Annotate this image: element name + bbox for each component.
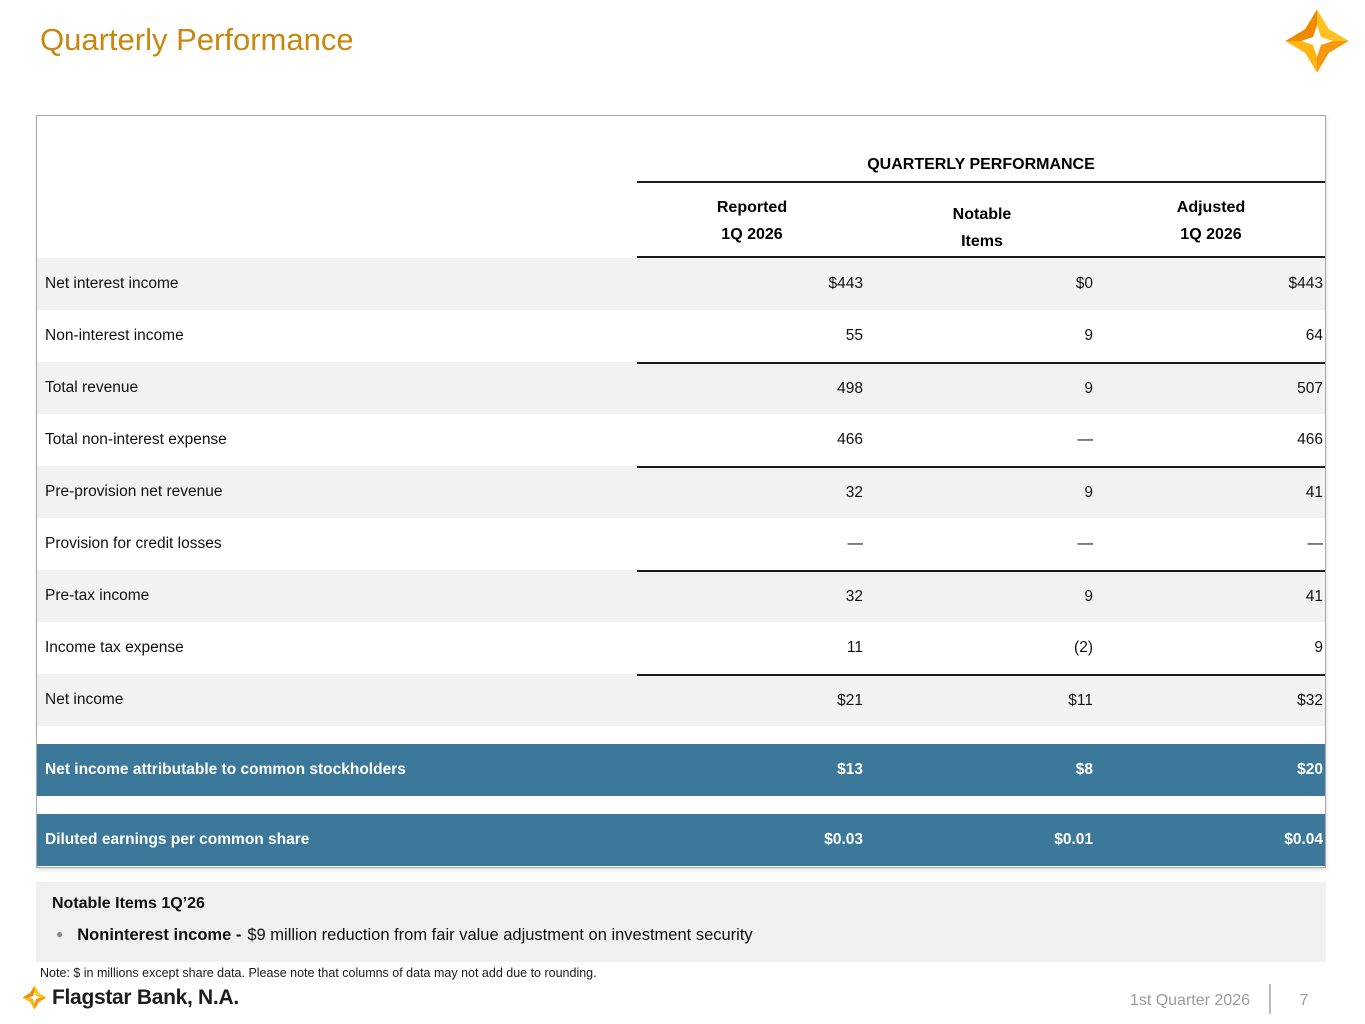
notable-value: 9 [867, 362, 1097, 414]
reported-value: 498 [637, 362, 867, 414]
notable-value: $0 [1075, 275, 1093, 292]
bullet-bold-text: Noninterest income - [77, 926, 242, 944]
table-row: Provision for credit losses — — — [37, 518, 1325, 570]
adjusted-value: $0.04 [1284, 831, 1323, 848]
notable-items-box: Notable Items 1Q’26 ● Noninterest income… [36, 882, 1326, 962]
adjusted-value: 41 [1097, 466, 1325, 518]
brand-name: Flagstar Bank, N.A. [52, 985, 239, 1009]
table-row: Pre-tax income 32 9 41 [37, 570, 1325, 622]
row-label: Pre-tax income [45, 587, 150, 604]
bullet-text: $9 million reduction from fair value adj… [247, 926, 753, 944]
table-row: Net interest income $443 $0 $443 [37, 258, 1325, 310]
reported-value: 11 [846, 639, 863, 656]
reported-value: — [847, 535, 864, 552]
notable-value: $8 [1075, 761, 1093, 778]
adjusted-value: $32 [1097, 674, 1325, 726]
adjusted-value: $443 [1288, 275, 1323, 292]
reported-value: $13 [837, 761, 863, 778]
column-headers: Reported 1Q 2026 Notable Items Adjusted … [637, 183, 1325, 258]
page-title: Quarterly Performance [40, 22, 354, 57]
highlight-row-diluted-eps: Diluted earnings per common share $0.03 … [37, 814, 1325, 866]
notable-value: 9 [867, 466, 1097, 518]
table-row: Non-interest income 55 9 64 [37, 310, 1325, 362]
reported-value: $443 [828, 275, 863, 292]
notable-value: (2) [1074, 639, 1093, 656]
notable-items-heading: Notable Items 1Q’26 [52, 895, 205, 912]
table-row: Total non-interest expense 466 — 466 [37, 414, 1325, 466]
bullet-icon: ● [56, 927, 64, 941]
footer-brand: Flagstar Bank, N.A. [22, 985, 239, 1010]
reported-value: 466 [837, 431, 863, 448]
notable-value: $11 [867, 674, 1097, 726]
reported-value: 32 [637, 466, 867, 518]
page-number: 7 [1299, 992, 1309, 1009]
column-header-reported: Reported 1Q 2026 [716, 199, 788, 243]
footer-quarter-label: 1st Quarter 2026 [1129, 992, 1250, 1009]
row-label: Net income attributable to common stockh… [45, 761, 406, 778]
column-header-notable: Notable Items [952, 206, 1012, 250]
table-body: Net interest income $443 $0 $443 Non-int… [37, 258, 1325, 726]
table-row: Total revenue 498 9 507 [37, 362, 1325, 414]
notable-value: $0.01 [1054, 831, 1093, 848]
notable-value: 9 [867, 570, 1097, 622]
flagstar-star-small-icon [22, 985, 47, 1010]
notable-value: 9 [1084, 327, 1093, 344]
highlight-row-net-income-common: Net income attributable to common stockh… [37, 744, 1325, 796]
quarterly-performance-table: QUARTERLY PERFORMANCE Reported 1Q 2026 N… [36, 115, 1326, 868]
row-label: Provision for credit losses [45, 535, 222, 552]
table-title: QUARTERLY PERFORMANCE [867, 156, 1095, 173]
adjusted-value: 9 [1314, 639, 1323, 656]
adjusted-value: 466 [1297, 431, 1323, 448]
adjusted-value: — [1307, 535, 1324, 552]
adjusted-value: 507 [1097, 362, 1325, 414]
adjusted-value: $20 [1297, 761, 1323, 778]
footer-divider [1269, 984, 1271, 1014]
adjusted-value: 64 [1305, 327, 1323, 344]
footnote: Note: $ in millions except share data. P… [40, 966, 597, 980]
header-rule [637, 181, 1325, 183]
flagstar-star-icon [1284, 8, 1350, 74]
column-header-adjusted: Adjusted 1Q 2026 [1176, 199, 1246, 243]
adjusted-value: 41 [1097, 570, 1325, 622]
row-label: Pre-provision net revenue [45, 483, 223, 500]
table-header: QUARTERLY PERFORMANCE Reported 1Q 2026 N… [637, 116, 1325, 258]
row-label: Diluted earnings per common share [45, 831, 310, 848]
reported-value: $0.03 [824, 831, 863, 848]
notable-item-bullet: ● Noninterest income - $9 million reduct… [56, 926, 753, 945]
notable-value: — [1077, 535, 1094, 552]
reported-value: 55 [845, 327, 863, 344]
table-row: Pre-provision net revenue 32 9 41 [37, 466, 1325, 518]
row-label: Non-interest income [45, 327, 184, 344]
row-label: Income tax expense [45, 639, 184, 656]
row-label: Net income [45, 691, 124, 708]
table-row: Income tax expense 11 (2) 9 [37, 622, 1325, 674]
row-label: Total non-interest expense [45, 431, 227, 448]
reported-value: $21 [637, 674, 867, 726]
table-row: Net income $21 $11 $32 [37, 674, 1325, 726]
reported-value: 32 [637, 570, 867, 622]
row-label: Total revenue [45, 379, 139, 396]
row-label: Net interest income [45, 275, 179, 292]
notable-value: — [1077, 431, 1094, 448]
